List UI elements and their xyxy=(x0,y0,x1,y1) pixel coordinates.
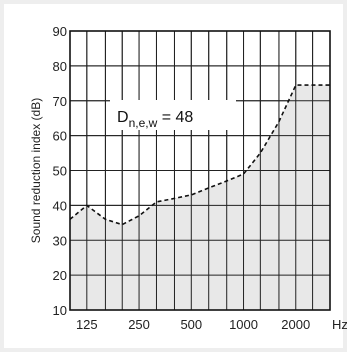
y-tick-label: 30 xyxy=(53,233,67,248)
area-fill xyxy=(70,85,330,310)
y-tick-label: 20 xyxy=(53,268,67,283)
y-tick-label: 40 xyxy=(53,198,67,213)
plot-frame xyxy=(69,30,331,311)
ann-main: D xyxy=(117,109,129,126)
y-tick-label: 80 xyxy=(53,59,67,74)
annotation-background xyxy=(110,100,236,130)
ann-subscript: n,e,w xyxy=(129,116,158,130)
x-tick-label: 250 xyxy=(128,317,150,332)
grid-overlay xyxy=(70,30,331,311)
dnew-annotation: Dn,e,w = 48 xyxy=(117,109,193,130)
x-tick-labels: 125 250 500 1000 2000 xyxy=(76,317,310,332)
x-tick-label: 125 xyxy=(76,317,98,332)
ann-rest: = 48 xyxy=(157,109,193,126)
y-axis-label: Sound reduction index (dB) xyxy=(29,98,43,243)
x-tick-label: 1000 xyxy=(229,317,258,332)
y-tick-label: 60 xyxy=(53,129,67,144)
y-tick-label: 50 xyxy=(53,164,67,179)
x-tick-label: 500 xyxy=(180,317,202,332)
x-unit-label: Hz xyxy=(332,317,347,332)
y-tick-label: 90 xyxy=(53,24,67,39)
y-tick-labels: 10 20 30 40 50 60 70 80 90 xyxy=(53,24,67,318)
data-line xyxy=(69,84,330,226)
y-tick-label: 10 xyxy=(53,303,67,318)
y-tick-label: 70 xyxy=(53,94,67,109)
x-tick-label: 2000 xyxy=(281,317,310,332)
